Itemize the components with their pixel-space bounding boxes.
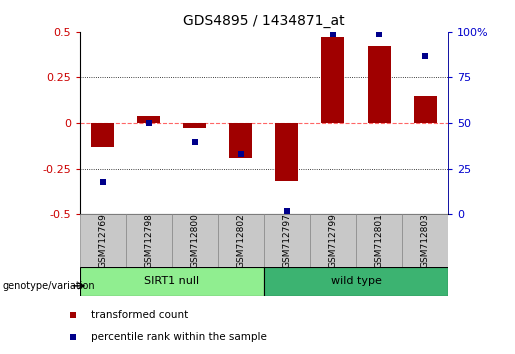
Text: GSM712801: GSM712801 xyxy=(374,213,384,268)
Bar xyxy=(126,214,172,267)
Text: GSM712797: GSM712797 xyxy=(282,213,291,268)
Bar xyxy=(183,123,207,129)
Bar xyxy=(80,214,126,267)
Bar xyxy=(172,214,218,267)
Text: GSM712803: GSM712803 xyxy=(421,213,430,268)
Bar xyxy=(321,37,345,123)
Bar xyxy=(402,214,448,267)
Bar xyxy=(356,214,402,267)
Text: genotype/variation: genotype/variation xyxy=(3,281,95,291)
Text: GSM712769: GSM712769 xyxy=(98,213,107,268)
Bar xyxy=(218,214,264,267)
Bar xyxy=(310,214,356,267)
Bar xyxy=(229,123,252,158)
Text: GSM712798: GSM712798 xyxy=(144,213,153,268)
Bar xyxy=(276,123,299,181)
Text: transformed count: transformed count xyxy=(91,309,188,320)
Text: percentile rank within the sample: percentile rank within the sample xyxy=(91,332,267,342)
Title: GDS4895 / 1434871_at: GDS4895 / 1434871_at xyxy=(183,14,345,28)
Bar xyxy=(138,116,160,123)
Bar xyxy=(414,96,437,123)
Text: SIRT1 null: SIRT1 null xyxy=(144,276,199,286)
Text: GSM712800: GSM712800 xyxy=(191,213,199,268)
Bar xyxy=(80,267,264,296)
Bar xyxy=(91,123,114,147)
Text: GSM712799: GSM712799 xyxy=(329,213,337,268)
Bar xyxy=(368,46,390,123)
Bar xyxy=(264,214,310,267)
Text: wild type: wild type xyxy=(331,276,382,286)
Text: GSM712802: GSM712802 xyxy=(236,213,246,268)
Bar xyxy=(264,267,448,296)
